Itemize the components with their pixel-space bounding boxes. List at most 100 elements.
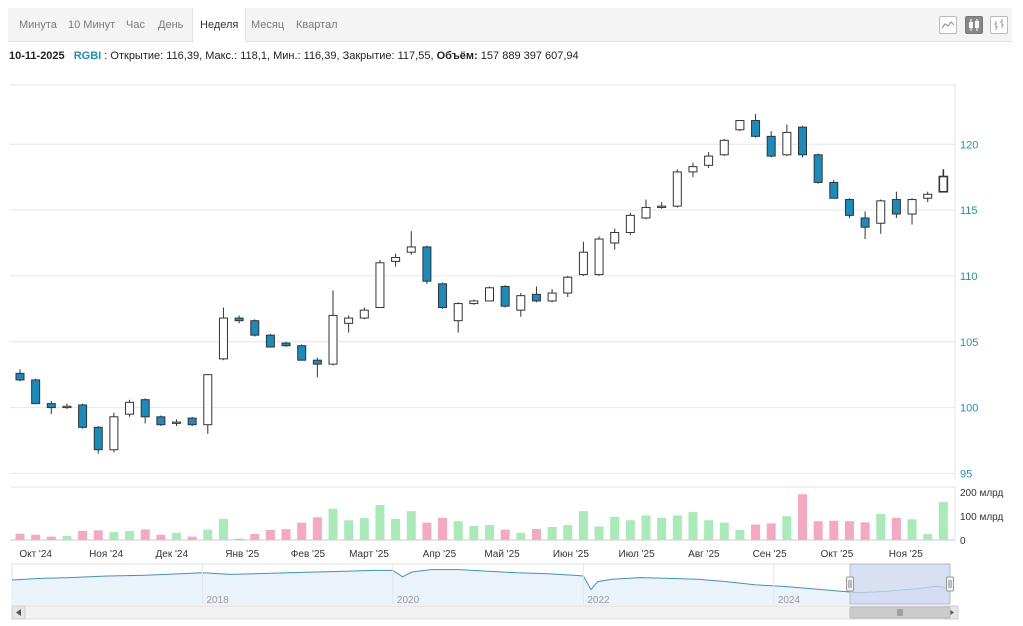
volume-bar [469,526,479,540]
candle-body [62,405,72,409]
candle [735,120,745,132]
candlestick-icon[interactable] [965,16,983,34]
candle-body [923,193,933,199]
volume-bar [563,525,573,540]
volume-bar [500,529,510,540]
candle [563,275,573,297]
candle [485,286,494,302]
candle-body [500,285,510,307]
candle-body [876,200,886,224]
candle [234,315,244,324]
tab-10-minutes[interactable]: 10 Минут [68,19,116,31]
info-open-label: Открытие: [110,50,164,62]
candle [469,299,479,305]
x-axis-label: Ноя '25 [889,549,923,560]
candle-body [156,416,166,426]
candle [751,113,761,138]
candle-body [485,287,494,302]
volume-bar [813,521,823,540]
navigator-selection[interactable] [849,563,951,605]
candle-body [688,166,698,173]
volume-bar [923,533,933,540]
candle-body [438,283,448,309]
candle-body [844,199,854,216]
candle [547,289,557,303]
volume-tick-label: 200 млрд [960,488,1004,499]
price-tick-label: 95 [960,468,972,480]
tab-month[interactable]: Месяц [251,19,285,31]
candle [31,378,41,405]
scrollbar-track[interactable] [11,605,959,620]
candle [891,191,901,218]
info-high-label: Макс.: [205,50,238,62]
candle-body [563,276,573,294]
candle [391,253,401,267]
volume-bar [672,515,682,540]
volume-bar [250,533,260,540]
navigator-right-handle[interactable] [946,576,954,592]
x-axis-label: Июн '25 [553,549,589,560]
x-axis-label: Ноя '24 [89,549,123,560]
candle-body [31,379,41,405]
candle-body [751,120,761,137]
candle [594,236,604,276]
navigator-area [12,569,950,604]
volume-bar [829,520,839,540]
candle-body [531,293,541,302]
x-axis-label: Окт '25 [821,549,854,560]
volume-bar [297,522,307,540]
candle-body [782,131,792,156]
candle [672,169,682,208]
candle-body [453,303,463,322]
candle [578,241,588,276]
candle [453,302,463,333]
candle [218,307,228,361]
tab-week[interactable]: Неделя [192,8,247,43]
candle-body [109,416,119,451]
ohlc-info-line: 10-11-2025 RGBI : Открытие: 116,39, Макс… [9,50,579,62]
volume-bar [891,517,901,540]
ohlc-bars-icon[interactable] [990,16,1008,34]
candle-body [140,399,150,418]
candle-body [719,139,729,156]
x-axis-label: Май '25 [484,549,520,560]
navigator-year-label: 2018 [206,595,229,606]
candle [657,202,667,209]
candle-body [203,374,213,426]
candle-body [218,317,228,360]
candle [844,198,854,218]
candle-body [78,404,88,428]
candle [359,307,369,320]
candle-body [125,401,135,415]
candle [766,131,776,158]
volume-bar [547,526,557,540]
navigator-left-handle[interactable] [846,576,855,592]
candle-body [312,359,322,365]
candle [312,357,322,378]
candle [625,212,635,236]
volume-bar [187,536,197,540]
candle [688,162,698,178]
candle [156,415,166,427]
candle [907,198,917,225]
volume-bar [359,518,369,540]
candle-body [172,421,181,424]
tab-hour[interactable]: Час [126,19,145,31]
candle-body [594,238,604,276]
volume-bar [218,518,228,540]
line-chart-icon[interactable] [939,16,957,34]
volume-bar [438,517,448,540]
candle [829,179,839,199]
candle [172,419,181,427]
volume-bar [156,534,166,540]
volume-bar [485,525,494,540]
tab-minute[interactable]: Минута [19,19,57,31]
candle-body [860,217,870,228]
x-axis-label: Дек '24 [156,549,189,560]
candle [265,333,275,348]
volume-bar [610,516,620,540]
volume-bar [406,511,416,540]
tab-day[interactable]: День [158,19,184,31]
tab-quarter[interactable]: Квартал [296,19,338,31]
